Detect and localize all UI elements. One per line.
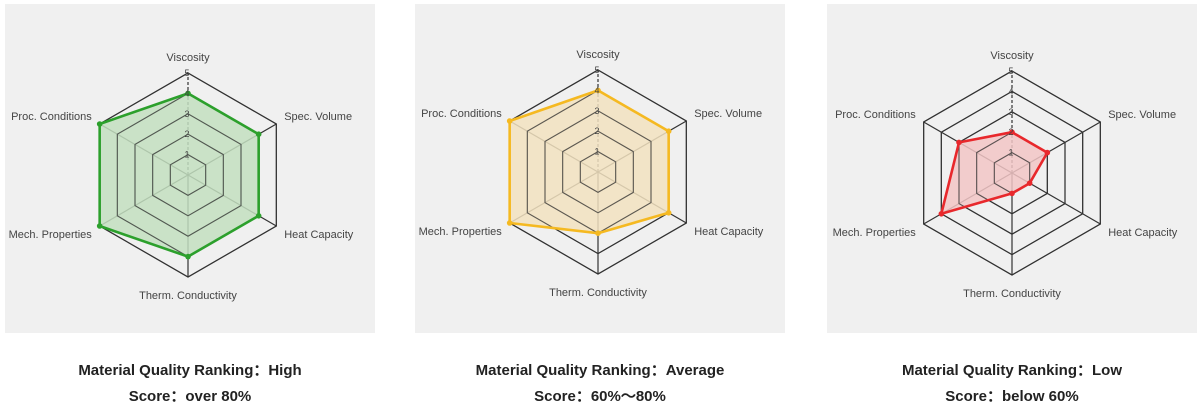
axis-label-therm-conductivity: Therm. Conductivity [963,288,1061,300]
data-point-viscosity [1009,129,1015,135]
series-area [99,93,259,257]
axis-label-mech-properties: Mech. Properties [833,227,917,239]
data-point-mech-properties [506,220,513,226]
grid-ring-overlay-2 [562,130,634,214]
data-point-spec-volume [255,131,262,137]
axis-label-spec-volume: Spec. Volume [284,111,352,123]
axis-label-proc-conditions: Proc. Conditions [421,108,502,120]
tick-label-3: 3 [1008,107,1013,117]
axis-label-heat-capacity: Heat Capacity [284,229,354,241]
data-point-viscosity [185,90,191,97]
radar-chart-average: 1 2 3 4 5 Viscosity Spec. Volume Heat Capacity T… [419,49,764,299]
tick-label-1: 1 [184,150,189,160]
data-point-viscosity [595,87,601,94]
score-label: Score：over 80% [128,388,252,405]
axis-label-heat-capacity: Heat Capacity [1108,227,1178,239]
tick-label-2: 2 [184,129,189,139]
grid-ring-overlay-1 [169,153,207,197]
data-point-spec-volume [1044,149,1051,156]
caption-average: Material Quality Ranking：Average Score：6… [415,358,785,410]
axis-label-proc-conditions: Proc. Conditions [11,111,92,123]
tick-label-1: 1 [1008,148,1013,158]
axis-label-viscosity: Viscosity [990,50,1034,62]
radar-chart-high: 1 2 3 4 5 Viscosity Spec. Volume Heat Capacity T… [9,52,354,302]
tick-label-1: 1 [594,147,599,157]
ranking-label: Material Quality Ranking：Low [901,362,1123,379]
tick-label-2: 2 [594,126,599,136]
series-area [509,90,669,234]
tick-label-2: 2 [1008,127,1013,137]
tick-label-5: 5 [1008,66,1013,76]
tick-label-5: 5 [184,68,189,78]
radar-panel-low: 1 2 3 4 5 Viscosity Spec. Volume Heat Capacity T… [827,4,1197,333]
axis-label-spec-volume: Spec. Volume [1108,109,1176,121]
grid-ring-overlay-2 [152,133,224,217]
data-point-therm-conductivity [1009,190,1015,197]
data-point-heat-capacity [665,210,672,216]
axis-label-proc-conditions: Proc. Conditions [835,109,916,121]
tick-label-4: 4 [184,88,189,98]
tick-label-4: 4 [594,85,599,95]
data-point-proc-conditions [956,139,962,146]
ranking-label: Material Quality Ranking：High [78,362,302,379]
data-point-proc-conditions [506,118,513,124]
score-label: Score：60%～80% [534,388,666,405]
caption-low: Material Quality Ranking：Low Score：below… [827,358,1197,410]
grid-ring-overlay-3 [134,113,242,237]
data-point-heat-capacity [255,213,262,219]
data-point-proc-conditions [96,121,103,127]
axis-label-therm-conductivity: Therm. Conductivity [139,290,237,302]
radar-panel-high: 1 2 3 4 5 Viscosity Spec. Volume Heat Capacity T… [5,4,375,333]
grid-ring-overlay-5 [923,70,1101,276]
axis-label-spec-volume: Spec. Volume [694,108,762,120]
caption-high: Material Quality Ranking：High Score：over… [5,358,375,410]
tick-label-4: 4 [1008,86,1013,96]
score-label: Score：below 60% [945,388,1079,405]
tick-label-3: 3 [594,106,599,116]
data-point-therm-conductivity [185,253,191,260]
axis-label-therm-conductivity: Therm. Conductivity [549,287,647,299]
data-point-heat-capacity [1026,180,1033,186]
data-point-mech-properties [938,211,945,217]
radar-panel-average: 1 2 3 4 5 Viscosity Spec. Volume Heat Capacity T… [415,4,785,333]
radar-chart-low: 1 2 3 4 5 Viscosity Spec. Volume Heat Capacity T… [833,50,1178,300]
data-point-mech-properties [96,223,103,229]
data-point-spec-volume [665,128,672,134]
grid-ring-overlay-4 [940,90,1084,256]
tick-label-5: 5 [594,65,599,75]
tick-label-3: 3 [184,109,189,119]
ranking-label: Material Quality Ranking：Average [475,362,725,379]
data-point-therm-conductivity [595,230,601,236]
axis-label-viscosity: Viscosity [166,52,210,64]
axis-label-viscosity: Viscosity [576,49,620,61]
grid-ring-overlay-1 [579,150,617,194]
axis-label-mech-properties: Mech. Properties [419,226,503,238]
axis-label-mech-properties: Mech. Properties [9,229,93,241]
axis-label-heat-capacity: Heat Capacity [694,226,764,238]
